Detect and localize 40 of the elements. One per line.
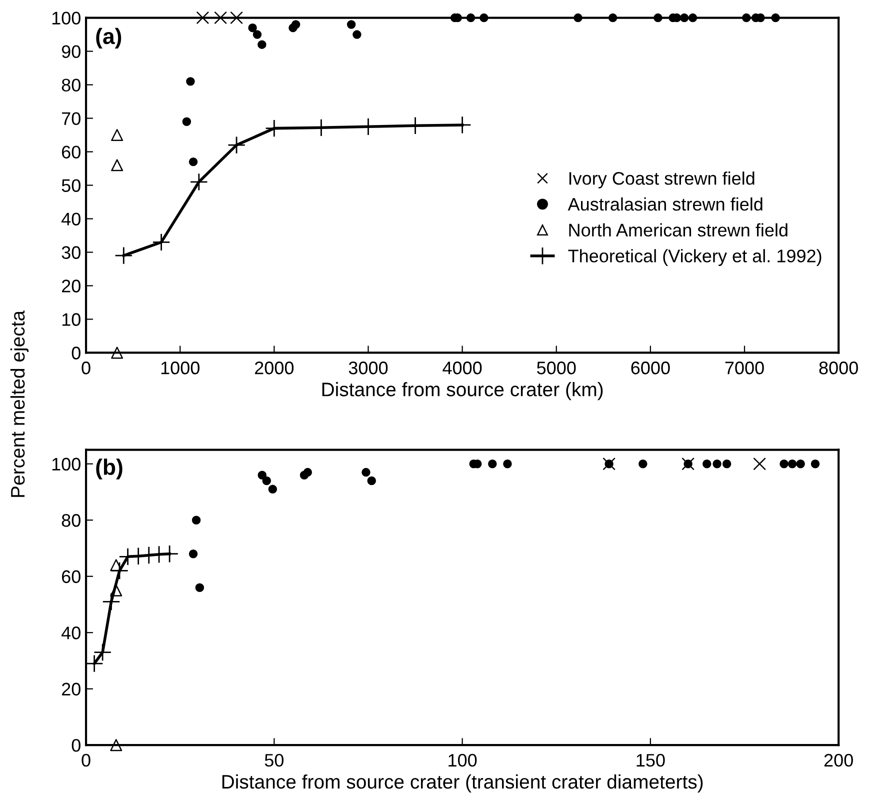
x-tick-label: 8000 — [819, 362, 858, 374]
y-tick-label: 30 — [62, 246, 80, 259]
y-axis-title: Percent melted ejecta — [10, 310, 29, 497]
x-tick-label: 100 — [448, 754, 477, 767]
y-tick-label: 20 — [62, 280, 80, 292]
legend-label: Australasian strewn field — [568, 197, 762, 211]
legend-label: Ivory Coast strewn field — [569, 172, 754, 188]
chart-title: (a) — [96, 28, 122, 49]
y-tick-label: 60 — [62, 146, 80, 158]
x-tick-label: 6000 — [631, 362, 670, 374]
y-tick-label: 10 — [62, 313, 80, 326]
y-tick-label: 80 — [62, 514, 80, 527]
x-tick-label: 150 — [636, 754, 665, 767]
x-tick-label: 1000 — [161, 362, 200, 374]
x-tick-label: 7000 — [725, 362, 764, 374]
x-axis-title: Distance from source crater (transient crater diameterts) — [222, 774, 703, 793]
legend-label: Theoretical (Vickery et al. 1992) — [568, 249, 822, 266]
y-tick-label: 40 — [62, 212, 80, 226]
y-tick-label: 100 — [52, 12, 80, 25]
y-tick-label: 60 — [62, 570, 80, 584]
x-tick-label: 0 — [82, 754, 90, 767]
x-tick-label: 3000 — [348, 362, 388, 374]
y-tick-label: 50 — [62, 179, 80, 192]
y-tick-label: 100 — [52, 458, 80, 471]
x-tick-label: 0 — [82, 362, 90, 374]
y-tick-label: 20 — [62, 682, 80, 696]
x-tick-label: 5000 — [537, 362, 576, 374]
x-tick-label: 50 — [264, 754, 284, 767]
y-tick-label: 40 — [62, 626, 80, 640]
legend-label: North American strewn field — [569, 223, 788, 237]
y-tick-label: 70 — [62, 112, 80, 125]
x-axis-title: Distance from source crater (km) — [322, 382, 603, 400]
y-tick-label: 0 — [72, 739, 80, 752]
chart-title: (b) — [96, 458, 122, 480]
y-tick-label: 0 — [72, 346, 80, 360]
x-tick-label: 4000 — [442, 362, 482, 374]
x-tick-label: 2000 — [254, 362, 294, 374]
x-tick-label: 200 — [824, 754, 853, 767]
y-tick-label: 80 — [62, 78, 80, 92]
y-tick-label: 90 — [62, 45, 80, 58]
